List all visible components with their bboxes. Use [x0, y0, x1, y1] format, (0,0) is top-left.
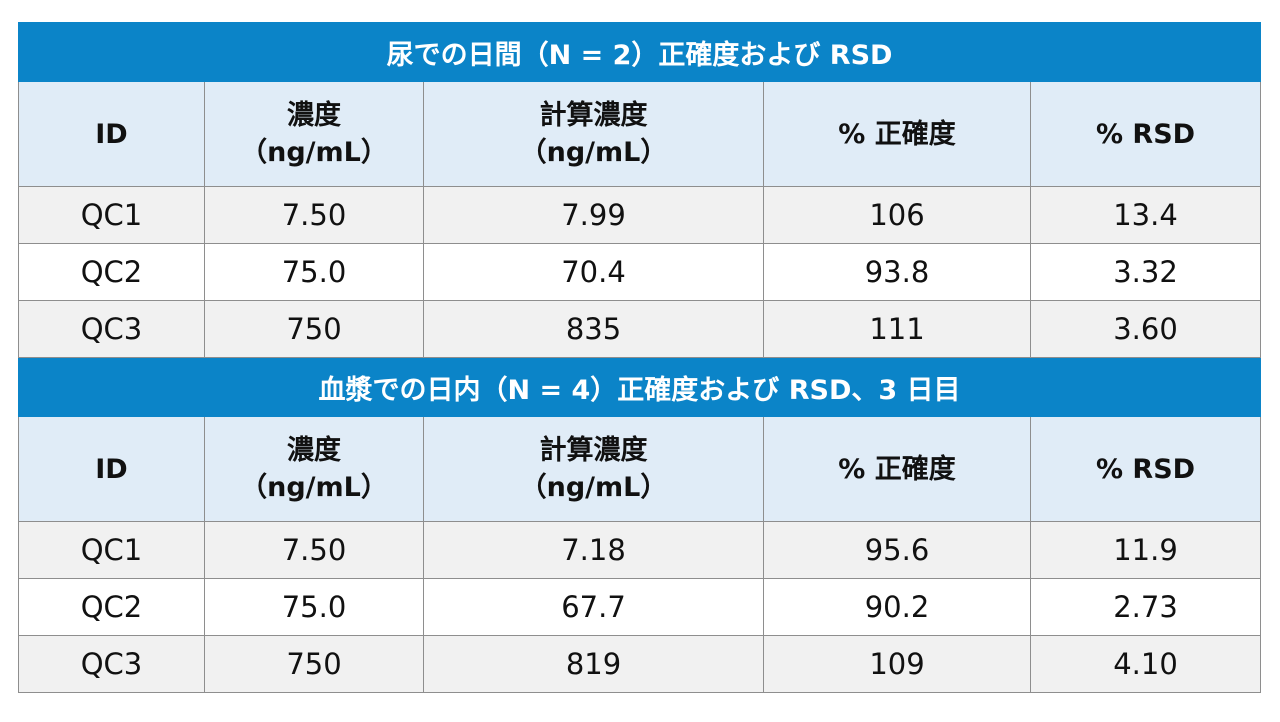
header-calculated-concentration: 計算濃度 （ng/mL）: [423, 81, 764, 187]
cell-accuracy: 90.2: [763, 578, 1031, 636]
cell-accuracy: 93.8: [763, 243, 1031, 301]
cell-calculated-concentration: 70.4: [423, 243, 764, 301]
header-concentration-unit: （ng/mL）: [240, 472, 388, 503]
cell-id: QC3: [18, 300, 205, 358]
cell-calculated-concentration: 819: [423, 635, 764, 693]
cell-id: QC3: [18, 635, 205, 693]
header-concentration: 濃度 （ng/mL）: [204, 416, 424, 522]
cell-calculated-concentration: 835: [423, 300, 764, 358]
urine-table-title: 尿での日間（N = 2）正確度および RSD: [17, 22, 1262, 82]
cell-rsd: 3.32: [1029, 243, 1262, 301]
cell-concentration: 750: [204, 635, 424, 693]
header-calculated-concentration: 計算濃度 （ng/mL）: [423, 416, 764, 522]
header-concentration-unit: （ng/mL）: [240, 137, 388, 168]
cell-rsd: 3.60: [1029, 300, 1262, 358]
table-row: QC3 750 819 109 4.10: [18, 635, 1262, 693]
cell-rsd: 2.73: [1029, 578, 1262, 636]
qc-results-table: 尿での日間（N = 2）正確度および RSD ID 濃度 （ng/mL） 計算濃…: [17, 22, 1262, 693]
cell-concentration: 75.0: [204, 243, 424, 301]
cell-rsd: 4.10: [1029, 635, 1262, 693]
plasma-table-title-row: 血漿での日内（N = 4）正確度および RSD、3 日目: [17, 357, 1262, 417]
cell-accuracy: 111: [763, 300, 1031, 358]
header-concentration-label: 濃度: [287, 100, 341, 131]
cell-calculated-concentration: 67.7: [423, 578, 764, 636]
header-concentration-label: 濃度: [287, 435, 341, 466]
table-row: QC2 75.0 70.4 93.8 3.32: [18, 243, 1262, 301]
urine-table-header-row: ID 濃度 （ng/mL） 計算濃度 （ng/mL） % 正確度 % RSD: [18, 81, 1262, 187]
plasma-table-title: 血漿での日内（N = 4）正確度および RSD、3 日目: [17, 357, 1262, 417]
header-rsd: % RSD: [1029, 81, 1262, 187]
header-id: ID: [18, 416, 205, 522]
cell-id: QC1: [18, 186, 205, 244]
cell-id: QC2: [18, 243, 205, 301]
cell-id: QC2: [18, 578, 205, 636]
urine-table-title-row: 尿での日間（N = 2）正確度および RSD: [17, 22, 1262, 82]
table-row: QC1 7.50 7.99 106 13.4: [18, 186, 1262, 244]
cell-concentration: 750: [204, 300, 424, 358]
table-row: QC3 750 835 111 3.60: [18, 300, 1262, 358]
header-concentration: 濃度 （ng/mL）: [204, 81, 424, 187]
table-row: QC1 7.50 7.18 95.6 11.9: [18, 521, 1262, 579]
qc-results-document: 尿での日間（N = 2）正確度および RSD ID 濃度 （ng/mL） 計算濃…: [17, 22, 1262, 693]
header-id: ID: [18, 81, 205, 187]
cell-id: QC1: [18, 521, 205, 579]
cell-rsd: 13.4: [1029, 186, 1262, 244]
header-accuracy: % 正確度: [763, 81, 1031, 187]
cell-concentration: 7.50: [204, 186, 424, 244]
cell-concentration: 75.0: [204, 578, 424, 636]
header-accuracy: % 正確度: [763, 416, 1031, 522]
table-row: QC2 75.0 67.7 90.2 2.73: [18, 578, 1262, 636]
header-calculated-unit: （ng/mL）: [519, 472, 668, 503]
plasma-table-header-row: ID 濃度 （ng/mL） 計算濃度 （ng/mL） % 正確度 % RSD: [18, 416, 1262, 522]
cell-accuracy: 95.6: [763, 521, 1031, 579]
cell-calculated-concentration: 7.99: [423, 186, 764, 244]
header-calculated-label: 計算濃度: [539, 100, 648, 131]
header-calculated-unit: （ng/mL）: [519, 137, 668, 168]
cell-accuracy: 106: [763, 186, 1031, 244]
cell-accuracy: 109: [763, 635, 1031, 693]
cell-calculated-concentration: 7.18: [423, 521, 764, 579]
cell-concentration: 7.50: [204, 521, 424, 579]
header-calculated-label: 計算濃度: [539, 435, 648, 466]
header-rsd: % RSD: [1029, 416, 1262, 522]
cell-rsd: 11.9: [1029, 521, 1262, 579]
